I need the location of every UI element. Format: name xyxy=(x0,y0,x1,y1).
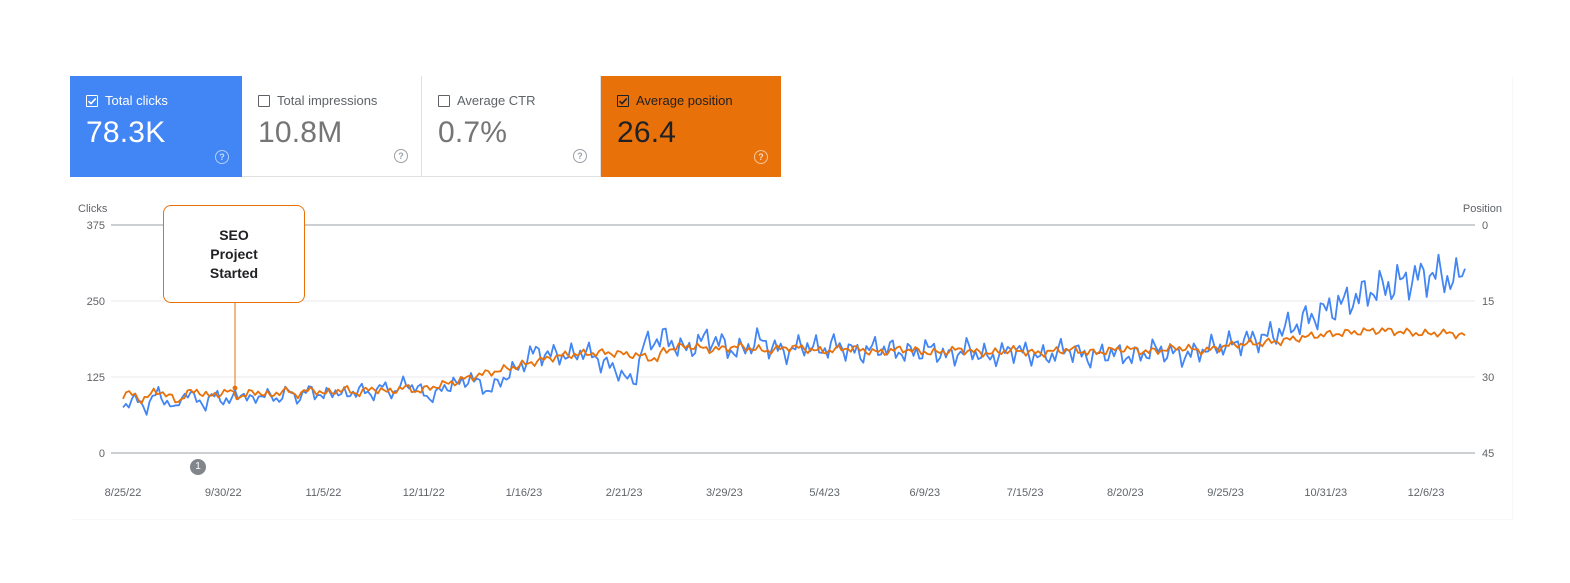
series-line-total-clicks xyxy=(122,253,1466,416)
right-tick-label: 45 xyxy=(1482,448,1494,460)
checkbox-checked-icon[interactable] xyxy=(86,94,98,107)
chart-grid xyxy=(111,224,1475,454)
callout-connector-dot xyxy=(232,385,238,391)
left-axis-title: Clicks xyxy=(78,203,108,215)
help-circle-icon[interactable]: ? xyxy=(754,150,768,164)
x-tick-label: 9/25/23 xyxy=(1207,487,1244,499)
metric-label: Average CTR xyxy=(457,93,536,108)
x-tick-label: 10/31/23 xyxy=(1304,487,1347,499)
metric-card-average-position[interactable]: Average position 26.4 ? xyxy=(601,76,781,177)
x-tick-label: 12/11/22 xyxy=(403,487,445,499)
annotation-marker[interactable]: 1 xyxy=(190,459,206,475)
metric-label: Total impressions xyxy=(277,93,378,108)
checkbox-checked-icon[interactable] xyxy=(617,94,629,107)
left-tick-label: 125 xyxy=(87,372,105,384)
x-tick-label: 7/15/23 xyxy=(1007,487,1044,499)
checkbox-unchecked-icon[interactable] xyxy=(438,94,450,107)
left-tick-label: 250 xyxy=(87,296,105,308)
help-circle-icon[interactable]: ? xyxy=(394,149,408,163)
right-tick-label: 0 xyxy=(1482,220,1488,232)
metric-card-total-clicks[interactable]: Total clicks 78.3K ? xyxy=(70,76,242,177)
right-tick-label: 15 xyxy=(1482,296,1494,308)
left-tick-label: 375 xyxy=(87,220,105,232)
right-axis-title: Position xyxy=(1463,203,1502,215)
metric-card-average-ctr[interactable]: Average CTR 0.7% ? xyxy=(422,76,601,177)
x-tick-label: 6/9/23 xyxy=(910,487,941,499)
callout-connector xyxy=(232,303,238,391)
metric-label: Average position xyxy=(636,93,733,108)
callout-text: SEO Project Started xyxy=(209,226,259,281)
metric-value: 0.7% xyxy=(438,116,508,149)
metric-card-total-impressions[interactable]: Total impressions 10.8M ? xyxy=(242,76,422,177)
checkbox-unchecked-icon[interactable] xyxy=(258,94,270,107)
left-tick-label: 0 xyxy=(99,448,105,460)
x-tick-label: 2/21/23 xyxy=(606,487,643,499)
x-tick-label: 3/29/23 xyxy=(706,487,743,499)
x-tick-label: 8/20/23 xyxy=(1107,487,1144,499)
series-line-average-position xyxy=(122,327,1466,405)
x-tick-label: 11/5/22 xyxy=(306,487,342,499)
metric-value: 10.8M xyxy=(258,116,343,149)
x-tick-label: 5/4/23 xyxy=(809,487,840,499)
metric-value: 26.4 xyxy=(617,116,677,149)
x-tick-label: 1/16/23 xyxy=(506,487,543,499)
seo-project-callout: SEO Project Started xyxy=(163,205,305,303)
x-tick-label: 9/30/22 xyxy=(205,487,242,499)
right-tick-label: 30 xyxy=(1482,372,1494,384)
chart-series xyxy=(122,253,1466,416)
x-tick-label: 8/25/22 xyxy=(105,487,142,499)
help-circle-icon[interactable]: ? xyxy=(215,150,229,164)
metric-label: Total clicks xyxy=(105,93,168,108)
performance-panel xyxy=(70,76,1512,519)
help-circle-icon[interactable]: ? xyxy=(573,149,587,163)
x-tick-label: 12/6/23 xyxy=(1408,487,1445,499)
metric-value: 78.3K xyxy=(86,116,166,149)
